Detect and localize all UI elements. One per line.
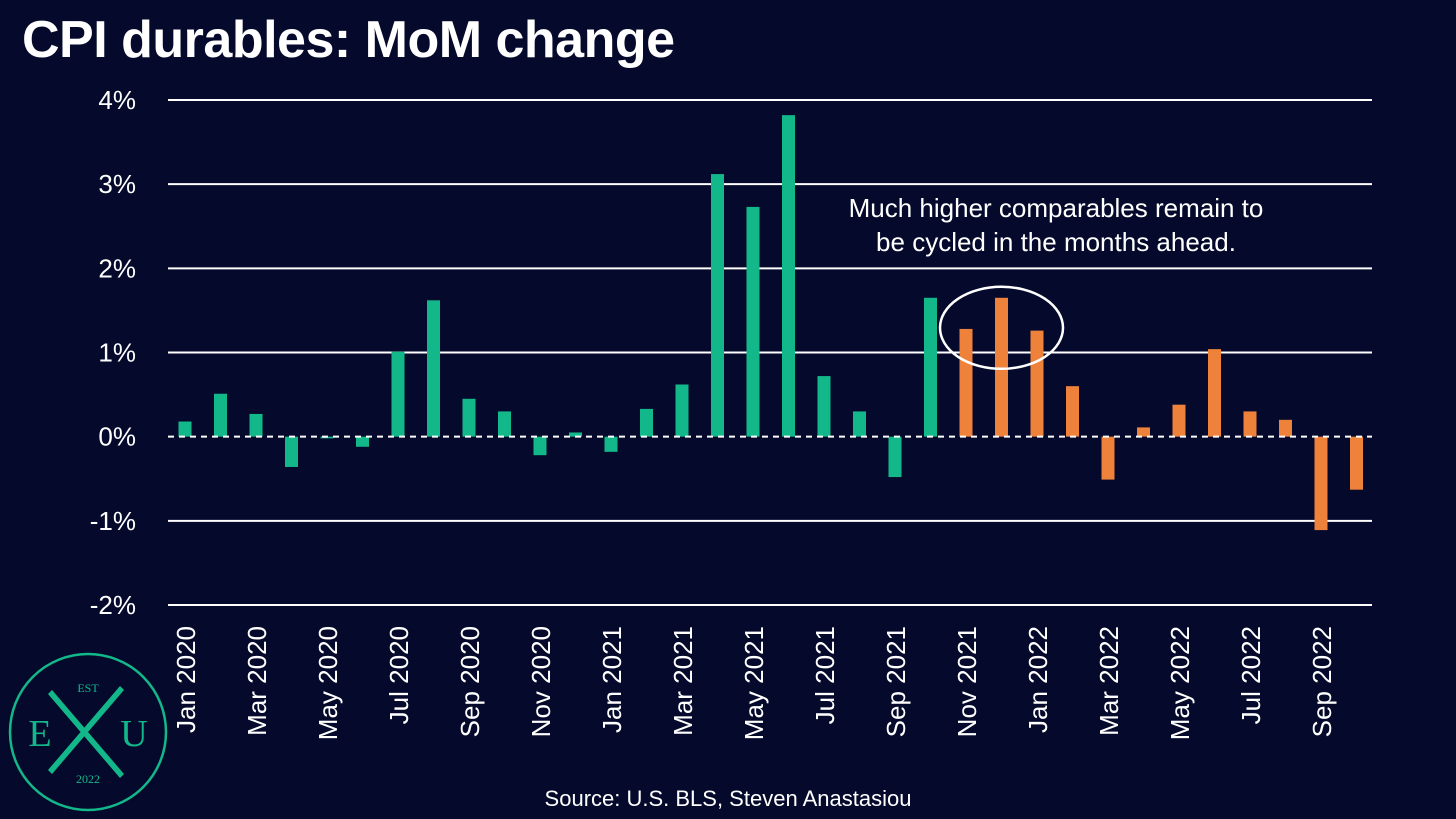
logo-letter-u: U: [120, 713, 147, 755]
bar: [888, 436, 902, 478]
y-tick-label: 4%: [98, 85, 136, 115]
bar: [675, 384, 689, 437]
x-tick-label: May 2020: [313, 626, 343, 740]
bar: [1243, 411, 1257, 437]
exu-logo: ESTEU2022X: [8, 652, 168, 812]
bar: [1314, 436, 1328, 531]
x-tick-label: Jan 2020: [171, 626, 201, 733]
y-tick-label: -1%: [90, 506, 136, 536]
bar: [782, 115, 795, 437]
bar: [1279, 419, 1292, 437]
bar: [1350, 436, 1363, 490]
logo-year-text: 2022: [76, 772, 100, 786]
bar: [1066, 386, 1079, 437]
annotation-text: be cycled in the months ahead.: [876, 227, 1236, 257]
bar: [924, 297, 937, 437]
bar: [604, 436, 618, 452]
bar: [391, 351, 405, 437]
bar: [249, 413, 263, 437]
annotation-ellipse: [938, 285, 1065, 371]
y-tick-label: 3%: [98, 169, 136, 199]
x-tick-label: Mar 2022: [1094, 626, 1124, 736]
bar: [356, 436, 369, 447]
bar: [959, 328, 973, 437]
bar: [533, 436, 547, 456]
x-tick-label: May 2022: [1165, 626, 1195, 740]
x-tick-label: Jul 2020: [384, 626, 414, 724]
y-tick-label: 2%: [98, 253, 136, 283]
x-tick-label: Jan 2022: [1023, 626, 1053, 733]
annotation-text: Much higher comparables remain to: [849, 193, 1264, 223]
annotation: Much higher comparables remain to be cycl…: [849, 193, 1264, 371]
bar: [746, 206, 760, 437]
bar: [1208, 349, 1221, 437]
bar: [178, 421, 192, 437]
bar: [817, 376, 831, 437]
x-tick-label: Nov 2020: [526, 626, 556, 737]
bar: [462, 398, 476, 437]
y-tick-label: -2%: [90, 590, 136, 620]
bar: [427, 300, 440, 437]
source-note: Source: U.S. BLS, Steven Anastasiou: [544, 786, 912, 811]
y-axis-tick-labels: 4% 3% 2% 1% 0% -1% -2%: [90, 85, 136, 620]
bar: [214, 393, 227, 437]
x-tick-label: Sep 2022: [1307, 626, 1337, 737]
y-tick-label: 0%: [98, 422, 136, 452]
bar: [498, 411, 511, 437]
chart-title: CPI durables: MoM change: [22, 11, 675, 69]
x-tick-label: Nov 2021: [952, 626, 982, 737]
bars: [178, 115, 1363, 531]
bar: [1030, 330, 1044, 437]
logo-letter-e: E: [28, 713, 51, 755]
x-tick-label: Jul 2021: [810, 626, 840, 724]
x-axis-tick-labels: Jan 2020 Mar 2020 May 2020 Jul 2020 Sep 2020…: [171, 626, 1337, 740]
x-tick-label: Jan 2021: [597, 626, 627, 733]
bar: [1101, 436, 1115, 480]
bar: [711, 174, 724, 437]
logo-ring: [8, 652, 168, 812]
bar: [995, 297, 1008, 437]
x-tick-label: Mar 2021: [668, 626, 698, 736]
logo-x-stroke: [48, 686, 124, 774]
bar: [853, 411, 866, 437]
bar: [569, 432, 582, 437]
logo-est-text: EST: [77, 681, 99, 695]
x-tick-label: Sep 2020: [455, 626, 485, 737]
bar: [640, 408, 653, 437]
x-tick-label: Sep 2021: [881, 626, 911, 737]
bar: [1137, 427, 1150, 437]
bar: [285, 436, 298, 467]
bar: [1172, 404, 1186, 437]
x-tick-label: Mar 2020: [242, 626, 272, 736]
x-tick-label: Jul 2022: [1236, 626, 1266, 724]
gridlines: [168, 99, 1372, 606]
y-tick-label: 1%: [98, 338, 136, 368]
x-tick-label: May 2021: [739, 626, 769, 740]
